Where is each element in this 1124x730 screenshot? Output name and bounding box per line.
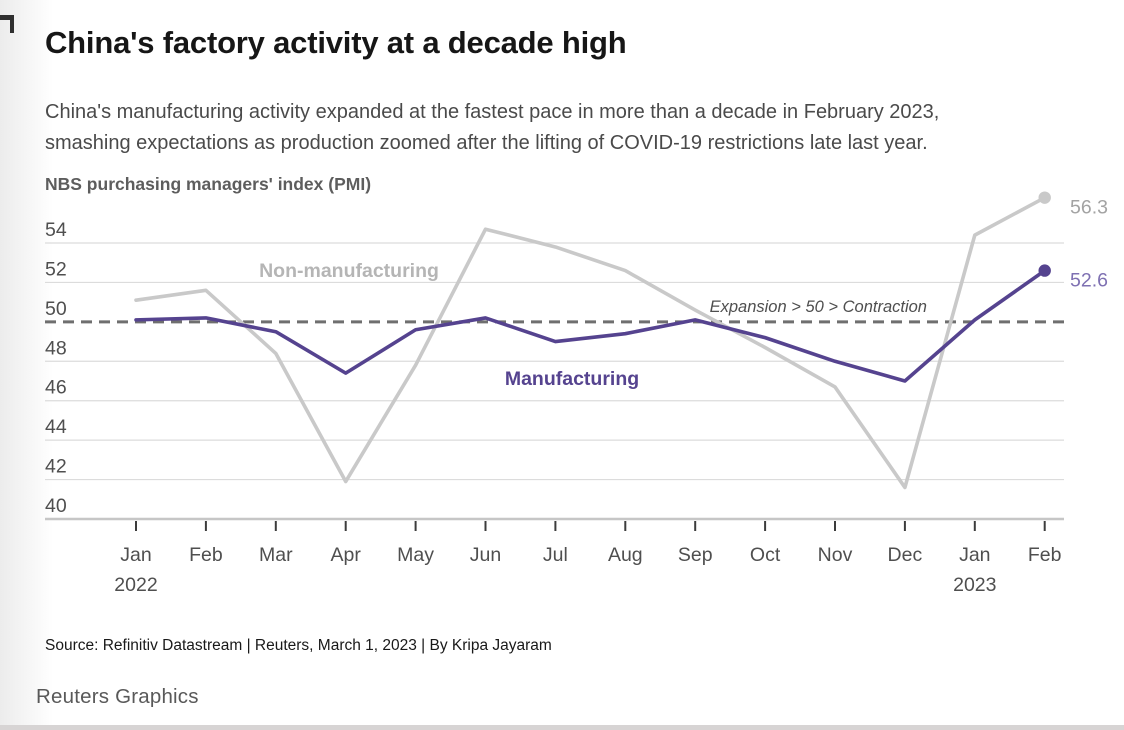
x-axis-month-label: Dec <box>888 544 923 566</box>
x-axis-year-label: 2022 <box>114 574 157 596</box>
manufacturing-line <box>134 268 1047 383</box>
x-axis-month-label: Jan <box>120 544 151 566</box>
x-axis-month-label: Mar <box>259 544 293 566</box>
manufacturing-end-value-label: 52.6 <box>1070 270 1108 292</box>
x-axis-month-label: Feb <box>189 544 223 566</box>
reuters-graphics-brand: Reuters Graphics <box>36 685 199 708</box>
x-axis-month-label: Feb <box>1028 544 1062 566</box>
x-axis-month-label: Jan <box>959 544 990 566</box>
x-axis-month-label: Oct <box>750 544 781 566</box>
y-axis-tick-label: 50 <box>45 298 67 320</box>
x-axis-month-label: May <box>397 544 434 566</box>
non-manufacturing-end-dot <box>1038 191 1051 204</box>
page-subtitle: China's manufacturing activity expanded … <box>45 97 1085 159</box>
chart-heading: NBS purchasing managers' index (PMI) <box>45 174 372 194</box>
non-manufacturing-end-value-label: 56.3 <box>1070 197 1108 219</box>
x-axis-month-label: Sep <box>678 544 713 566</box>
x-axis-month-label: Apr <box>331 544 362 566</box>
non-manufacturing-line <box>134 195 1047 490</box>
x-axis-month-label: Nov <box>818 544 853 566</box>
y-axis-tick-label: 46 <box>45 377 67 399</box>
y-axis-tick-label: 42 <box>45 456 67 478</box>
bottom-border-bar <box>0 725 1124 730</box>
x-axis-month-label: Aug <box>608 544 643 566</box>
x-axis-month-label: Jul <box>543 544 568 566</box>
left-edge-gradient <box>0 0 58 730</box>
series-label-non-manufacturing: Non-manufacturing <box>259 260 439 282</box>
pmi-line-chart: 56.3 52.6 Non-manufacturing Manufacturing Ex… <box>45 191 1108 596</box>
x-axis-year-label: 2023 <box>953 574 996 596</box>
manufacturing-end-dot <box>1038 264 1051 277</box>
reference-line-label: Expansion > 50 > Contraction <box>710 298 927 316</box>
y-axis-tick-label: 40 <box>45 495 67 517</box>
y-axis-tick-label: 48 <box>45 337 67 359</box>
y-axis-tick-label: 52 <box>45 258 67 280</box>
x-axis-month-label: Jun <box>470 544 501 566</box>
series-label-manufacturing: Manufacturing <box>505 368 639 390</box>
page-subtitle-line-2: smashing expectations as production zoom… <box>45 132 928 154</box>
y-axis-tick-label: 54 <box>45 219 67 241</box>
crop-artifact-mark <box>0 15 14 33</box>
y-axis-tick-label: 44 <box>45 416 67 438</box>
page-subtitle-line-1: China's manufacturing activity expanded … <box>45 101 940 123</box>
source-line: Source: Refinitiv Datastream | Reuters, … <box>45 637 552 654</box>
page-title: China's factory activity at a decade hig… <box>45 25 627 60</box>
